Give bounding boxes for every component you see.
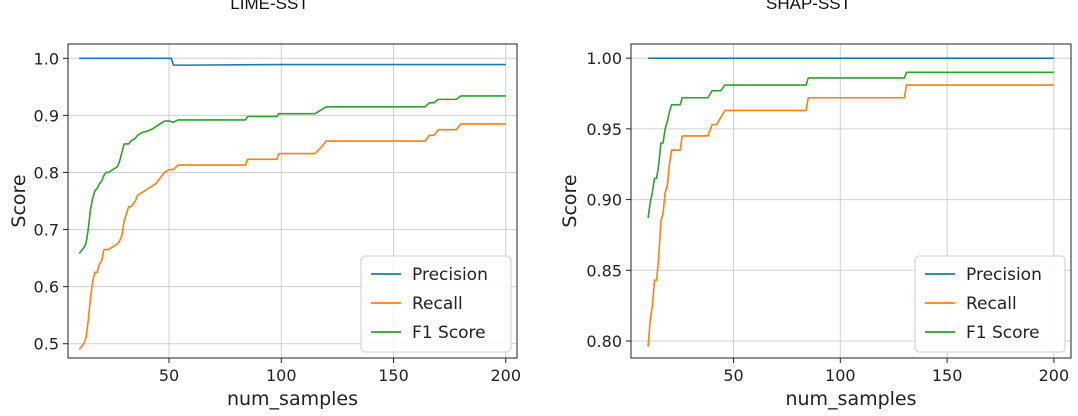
legend-label: Precision: [412, 265, 488, 285]
y-axis-label: Score: [559, 174, 581, 227]
chart-title: SHAP-SST: [765, 0, 852, 13]
y-tick-label: 0.80: [586, 332, 622, 351]
x-tick-label: 50: [159, 366, 179, 385]
plot-frame: [630, 43, 1072, 359]
x-tick-label: 200: [491, 366, 522, 385]
legend-label: F1 Score: [966, 323, 1040, 343]
y-tick-label: 0.85: [586, 261, 622, 280]
y-tick-label: 0.95: [586, 120, 622, 139]
series-line-f1-score: [647, 71, 1054, 219]
legend-box: [360, 255, 512, 353]
chart-panel-shap: SHAP-SST 50 100 150 200 0.80 0.85 0.90 0.95 1.00…: [539, 0, 1078, 416]
y-tick-label: 0.9: [34, 106, 59, 125]
series-line-f1-score: [78, 95, 506, 255]
y-axis-label: Score: [8, 174, 30, 227]
x-tick-label: 100: [266, 366, 297, 385]
y-tick-label: 0.8: [34, 163, 59, 182]
x-axis-label: num_samples: [227, 388, 358, 410]
series-line-recall: [647, 84, 1054, 347]
legend-label: Precision: [966, 265, 1042, 285]
legend-label: F1 Score: [412, 323, 486, 343]
x-axis-label: num_samples: [785, 388, 916, 410]
x-tick-label: 200: [1039, 366, 1070, 385]
x-tick-label: 100: [825, 366, 856, 385]
y-tick-label: 0.7: [34, 221, 59, 240]
legend-label: Recall: [412, 294, 463, 314]
legend-label: Recall: [966, 294, 1017, 314]
legend-box: [914, 255, 1066, 353]
y-tick-label: 1.0: [34, 49, 59, 68]
x-tick-label: 150: [378, 366, 409, 385]
x-tick-label: 150: [932, 366, 963, 385]
chart-svg: 50 100 150 200 0.5 0.6 0.7 0.8 0.9 1.0 num_samples…: [8, 43, 522, 410]
x-tick-label: 50: [723, 366, 743, 385]
chart-title: LIME-SST: [230, 0, 309, 13]
series-line-recall: [78, 123, 506, 350]
y-tick-label: 0.5: [34, 335, 59, 354]
y-tick-label: 1.00: [586, 49, 622, 68]
y-tick-label: 0.6: [34, 278, 59, 297]
chart-panel-lime: LIME-SST 50 100 150 200 0.5 0.6 0.7 0.8 0.9 1.0 nu…: [8, 0, 522, 410]
y-tick-label: 0.90: [586, 191, 622, 210]
plot-frame: [67, 43, 518, 359]
series-line-precision: [79, 57, 506, 66]
chart-svg: 50 100 150 200 0.80 0.85 0.90 0.95 1.00 num_sampl…: [559, 43, 1072, 410]
